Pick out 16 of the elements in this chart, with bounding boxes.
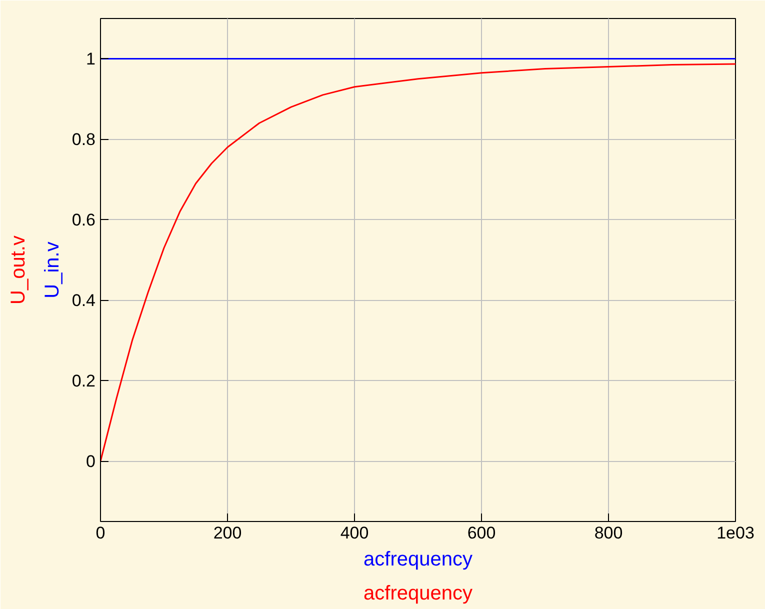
y-tick-label: 1 bbox=[86, 50, 96, 69]
y-tick-label: 0.6 bbox=[72, 210, 96, 230]
x-axis-title: acfrequency bbox=[364, 548, 472, 570]
x-tick-label: 200 bbox=[213, 524, 242, 542]
x-tick-label: 600 bbox=[467, 524, 496, 542]
x-tick-label: 400 bbox=[340, 524, 369, 542]
line-series bbox=[100, 63, 736, 462]
y-tick-label: 0 bbox=[86, 452, 96, 472]
text: U_in.v bbox=[42, 242, 64, 298]
text: U_out.v bbox=[8, 236, 30, 304]
x-tick-label: 1e03 bbox=[716, 524, 754, 542]
y-tick-label: 0.8 bbox=[72, 130, 96, 150]
text: acfrequency bbox=[364, 582, 472, 604]
x-tick-label: 800 bbox=[594, 524, 623, 542]
y-tick-label: 0.4 bbox=[72, 291, 96, 310]
y-tick-label: 0.2 bbox=[72, 372, 96, 391]
